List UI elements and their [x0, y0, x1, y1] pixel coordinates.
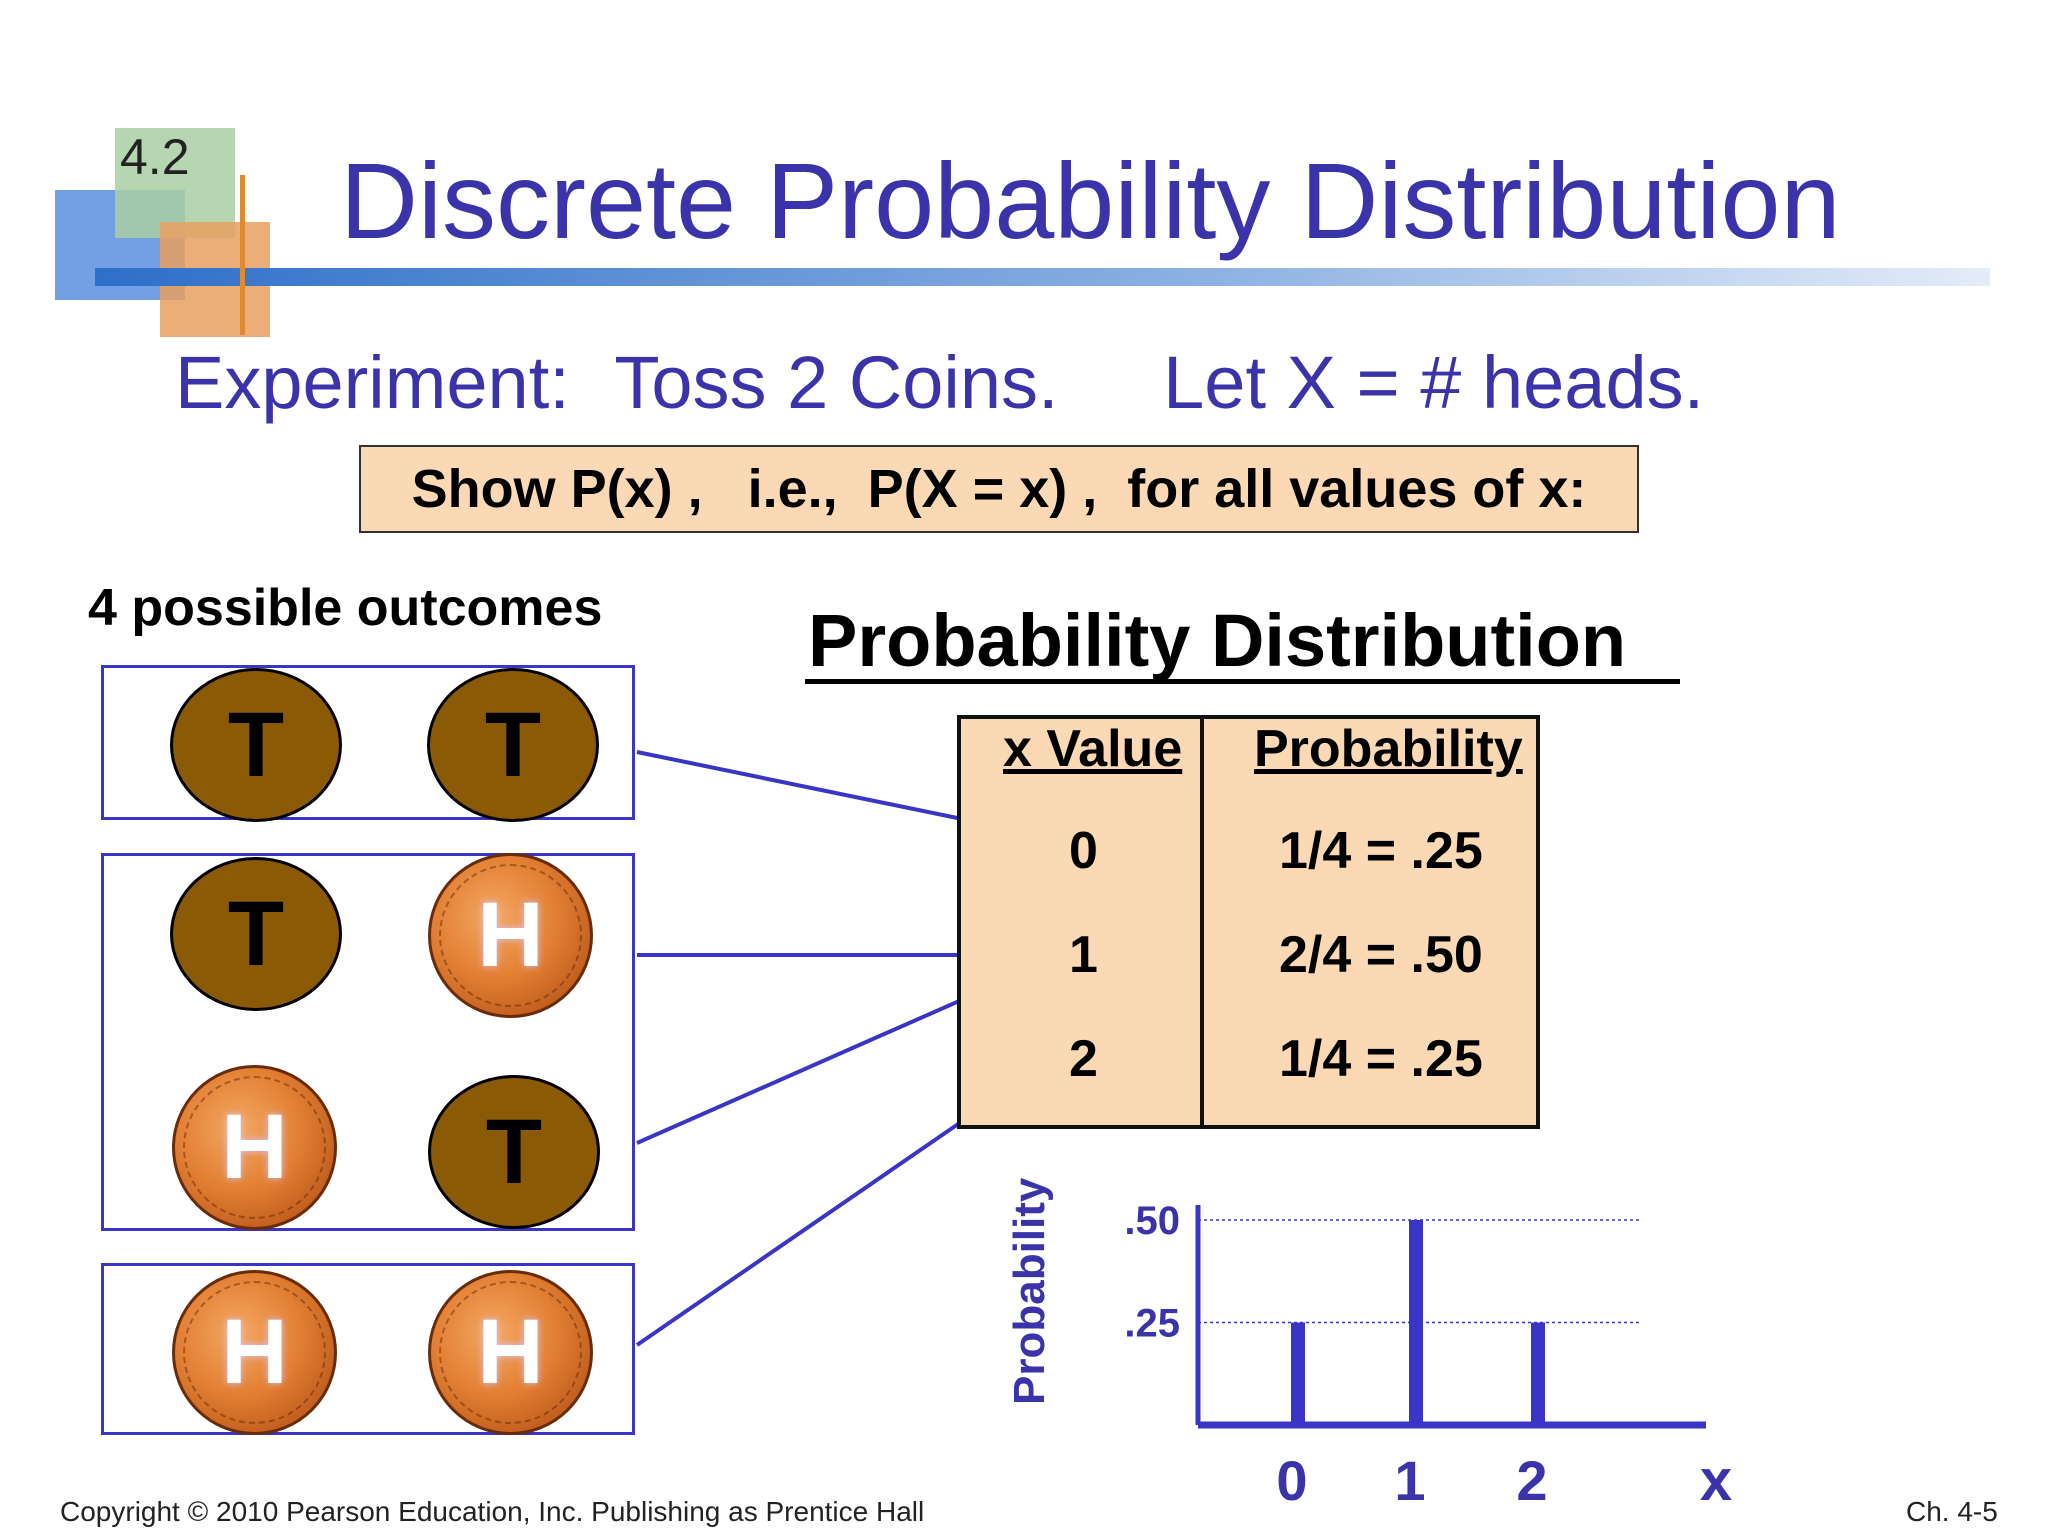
coin-tail: T	[428, 1075, 600, 1229]
outcome-box-th-ht	[101, 853, 635, 1231]
table-cell-probability: 2/4 = .50	[1279, 926, 1483, 984]
chart-y-tick-label: .50	[1124, 1199, 1180, 1243]
coin-head-penny: H	[172, 1270, 337, 1435]
outcomes-label: 4 possible outcomes	[88, 579, 603, 637]
section-number: 4.2	[120, 129, 190, 185]
chart-bar	[1291, 1322, 1305, 1425]
coin-head-penny: H	[172, 1065, 337, 1230]
column-header-probability: Probability	[1254, 720, 1523, 778]
copyright-footer: Copyright © 2010 Pearson Education, Inc.…	[60, 1496, 925, 1527]
experiment-line: Experiment: Toss 2 Coins. Let X = # head…	[175, 340, 1704, 425]
column-header-x: x Value	[1003, 720, 1183, 778]
chart-bar	[1531, 1322, 1545, 1425]
experiment-let: Let X = # heads.	[1163, 341, 1705, 424]
chart-x-axis-label: x	[1700, 1448, 1732, 1513]
coin-tail: T	[170, 668, 342, 822]
table-cell-x: 1	[1069, 926, 1098, 984]
slide-number: Ch. 4-5	[1906, 1496, 1998, 1527]
outcome-box-hh	[101, 1263, 635, 1435]
table-cell-probability: 1/4 = .25	[1279, 822, 1483, 880]
coin-head-penny: H	[428, 853, 593, 1018]
chart-x-tick-label: 2	[1516, 1449, 1547, 1512]
instruction-box: Show P(x) , i.e., P(X = x) , for all val…	[359, 445, 1639, 533]
header-decoration	[55, 128, 1990, 337]
experiment-toss: Toss 2 Coins.	[614, 341, 1059, 424]
table-cell-x: 2	[1069, 1030, 1098, 1088]
table-divider	[1200, 719, 1204, 1125]
distribution-heading: Probability Distribution	[808, 599, 1627, 682]
outcome-box-tt	[101, 665, 635, 820]
slide-title: Discrete Probability Distribution	[340, 140, 1841, 261]
chart-x-tick-label: 0	[1276, 1449, 1307, 1512]
chart-y-tick-label: .25	[1124, 1302, 1180, 1346]
coin-head-penny: H	[428, 1270, 593, 1435]
coin-tail: T	[170, 857, 342, 1011]
heading-underline	[805, 679, 1680, 684]
table-cell-x: 0	[1069, 822, 1098, 880]
coin-tail: T	[427, 668, 599, 822]
probability-table: x Value Probability 0 1/4 = .25 1 2/4 = …	[957, 715, 1540, 1129]
chart-x-tick-label: 1	[1394, 1449, 1425, 1512]
table-cell-probability: 1/4 = .25	[1279, 1030, 1483, 1088]
chart-bar	[1409, 1220, 1423, 1425]
experiment-label: Experiment:	[175, 341, 570, 424]
